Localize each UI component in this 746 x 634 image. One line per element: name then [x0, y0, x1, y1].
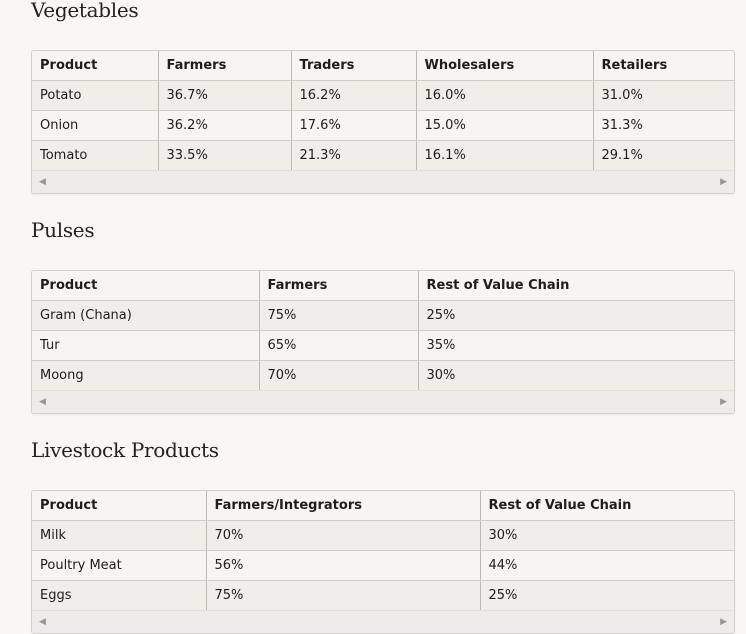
table-cell: 25%	[480, 580, 734, 610]
column-header: Farmers	[158, 51, 292, 81]
section-title-livestock-products: Livestock Products	[31, 438, 219, 462]
vegetables-table: Product Farmers Traders Wholesalers Reta…	[32, 51, 734, 170]
table-cell: 70%	[259, 360, 419, 390]
table-cell: 36.7%	[158, 80, 292, 111]
pulses-table: Product Farmers Rest of Value Chain Gram…	[32, 271, 734, 390]
scroll-left-icon[interactable]: ◀	[39, 617, 46, 627]
table-cell: 31.3%	[593, 110, 734, 141]
horizontal-scrollbar[interactable]: ◀ ▶	[32, 390, 734, 413]
table-header-row: Product Farmers Rest of Value Chain	[32, 271, 734, 301]
table-header-row: Product Farmers Traders Wholesalers Reta…	[32, 51, 734, 81]
column-header: Retailers	[593, 51, 734, 81]
livestock-table-container: Product Farmers/Integrators Rest of Valu…	[31, 490, 735, 634]
table-row: Tur 65% 35%	[32, 330, 734, 361]
table-cell: Tur	[32, 330, 260, 361]
section-title-vegetables: Vegetables	[31, 0, 139, 22]
column-header: Product	[32, 51, 159, 81]
horizontal-scrollbar[interactable]: ◀ ▶	[32, 610, 734, 633]
table-cell: 75%	[206, 580, 481, 610]
column-header: Rest of Value Chain	[418, 271, 734, 301]
table-cell: 21.3%	[291, 140, 417, 170]
table-row: Eggs 75% 25%	[32, 580, 734, 610]
table-row: Poultry Meat 56% 44%	[32, 550, 734, 581]
table-row: Milk 70% 30%	[32, 520, 734, 551]
column-header: Traders	[291, 51, 417, 81]
table-cell: 16.0%	[416, 80, 594, 111]
table-cell: 29.1%	[593, 140, 734, 170]
scroll-right-icon[interactable]: ▶	[720, 397, 727, 407]
table-cell: 31.0%	[593, 80, 734, 111]
table-cell: Tomato	[32, 140, 159, 170]
table-cell: 75%	[259, 300, 419, 331]
table-cell: Eggs	[32, 580, 207, 610]
column-header: Farmers	[259, 271, 419, 301]
pulses-table-container: Product Farmers Rest of Value Chain Gram…	[31, 270, 735, 414]
table-cell: Gram (Chana)	[32, 300, 260, 331]
table-row: Potato 36.7% 16.2% 16.0% 31.0%	[32, 80, 734, 111]
column-header: Farmers/Integrators	[206, 491, 481, 521]
table-cell: 16.2%	[291, 80, 417, 111]
section-title-pulses: Pulses	[31, 218, 95, 242]
table-cell: 16.1%	[416, 140, 594, 170]
scroll-right-icon[interactable]: ▶	[720, 177, 727, 187]
column-header: Product	[32, 491, 207, 521]
table-cell: 65%	[259, 330, 419, 361]
table-cell: 70%	[206, 520, 481, 551]
livestock-table: Product Farmers/Integrators Rest of Valu…	[32, 491, 734, 610]
scroll-left-icon[interactable]: ◀	[39, 397, 46, 407]
table-cell: 25%	[418, 300, 734, 331]
table-cell: Moong	[32, 360, 260, 390]
table-row: Moong 70% 30%	[32, 360, 734, 390]
table-row: Tomato 33.5% 21.3% 16.1% 29.1%	[32, 140, 734, 170]
table-cell: Onion	[32, 110, 159, 141]
table-row: Gram (Chana) 75% 25%	[32, 300, 734, 331]
column-header: Rest of Value Chain	[480, 491, 734, 521]
column-header: Product	[32, 271, 260, 301]
table-cell: Potato	[32, 80, 159, 111]
table-cell: 30%	[480, 520, 734, 551]
table-cell: Poultry Meat	[32, 550, 207, 581]
column-header: Wholesalers	[416, 51, 594, 81]
horizontal-scrollbar[interactable]: ◀ ▶	[32, 170, 734, 193]
table-cell: 17.6%	[291, 110, 417, 141]
vegetables-table-container: Product Farmers Traders Wholesalers Reta…	[31, 50, 735, 194]
table-cell: 56%	[206, 550, 481, 581]
table-cell: 35%	[418, 330, 734, 361]
scroll-left-icon[interactable]: ◀	[39, 177, 46, 187]
table-cell: 15.0%	[416, 110, 594, 141]
table-cell: 36.2%	[158, 110, 292, 141]
table-header-row: Product Farmers/Integrators Rest of Valu…	[32, 491, 734, 521]
table-cell: 33.5%	[158, 140, 292, 170]
table-cell: 44%	[480, 550, 734, 581]
scroll-right-icon[interactable]: ▶	[720, 617, 727, 627]
table-cell: 30%	[418, 360, 734, 390]
table-row: Onion 36.2% 17.6% 15.0% 31.3%	[32, 110, 734, 141]
table-cell: Milk	[32, 520, 207, 551]
